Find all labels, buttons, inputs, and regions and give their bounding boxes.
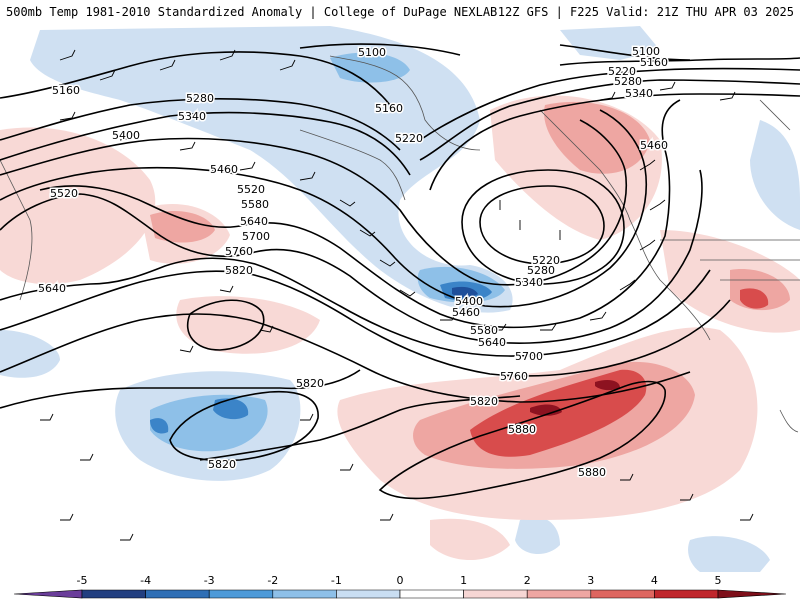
map-canvas: 5100 5100 5160 5160 5160 5220 5220 5280 …	[0, 24, 800, 572]
colorbar-band	[463, 589, 528, 599]
cold-anomaly-deep	[452, 286, 478, 298]
colorbar-tick-label: -2	[267, 574, 278, 587]
colorbar-band	[654, 589, 719, 599]
colorbar-bands	[13, 589, 787, 599]
contour-5760	[0, 313, 691, 403]
colorbar-band	[208, 589, 274, 599]
contour-5160	[0, 51, 800, 106]
colorbar-ticks: -5 -4 -3 -2 -1 0 1 2 3 4 5	[77, 574, 722, 587]
warm-anomaly-deep	[530, 380, 620, 416]
contour-label: 5340	[625, 87, 653, 100]
contour-5520	[39, 99, 681, 329]
contour-5340	[0, 93, 800, 191]
contour-5460	[0, 109, 648, 308]
colorbar-band	[13, 589, 83, 599]
height-contours	[0, 43, 800, 500]
contour-label: 5280	[186, 92, 214, 105]
model-run-valid-time: 12Z GFS | F225 Valid: 21Z THU APR 03 202…	[497, 5, 794, 19]
contour-label: 5460	[210, 163, 238, 176]
colorbar-band	[336, 589, 401, 599]
colorbar-tick-label: 0	[397, 574, 404, 587]
contour-label: 5160	[375, 102, 403, 115]
colorbar-band	[145, 589, 210, 599]
contour-label: 5580	[470, 324, 498, 337]
colorbar-band	[81, 589, 146, 599]
contour-label: 5400	[112, 129, 140, 142]
colorbar-band	[399, 589, 464, 599]
contour-label: 5160	[52, 84, 80, 97]
product-title: 500mb Temp 1981-2010 Standardized Anomal…	[6, 5, 498, 19]
colorbar-band	[526, 589, 592, 599]
contour-label: 5220	[395, 132, 423, 145]
colorbar-band	[590, 589, 655, 599]
contour-label: 5820	[208, 458, 236, 471]
contour-label: 5820	[470, 395, 498, 408]
contour-label: 5460	[640, 139, 668, 152]
contour-5280	[0, 79, 800, 161]
wind-barbs	[40, 49, 754, 541]
contour-label: 5520	[50, 187, 78, 200]
contour-label: 5880	[508, 423, 536, 436]
cold-anomaly-shading	[0, 26, 800, 572]
contour-label: 5400	[455, 295, 483, 308]
colorbar-tick-label: -5	[77, 574, 88, 587]
contour-label: 5100	[632, 45, 660, 58]
contour-5700	[0, 270, 731, 377]
contour-label: 5520	[237, 183, 265, 196]
contour-5280-low	[461, 169, 625, 285]
contour-label: 5220	[532, 254, 560, 267]
contour-label: 5700	[515, 350, 543, 363]
colorbar-tick-label: 4	[651, 574, 658, 587]
contour-label: 5460	[452, 306, 480, 319]
colorbar-tick-label: -3	[204, 574, 215, 587]
contour-5220-low	[479, 185, 605, 265]
contour-5100	[299, 43, 691, 61]
contour-label: 5640	[478, 336, 506, 349]
colorbar-tick-label: 5	[715, 574, 722, 587]
contour-label: 5220	[608, 65, 636, 78]
coastlines	[0, 55, 800, 433]
colorbar-tick-label: -4	[140, 574, 151, 587]
anomaly-colorbar: -5 -4 -3 -2 -1 0 1 2 3 4 5	[13, 574, 787, 599]
colorbar-band	[272, 589, 337, 599]
contour-label: 5760	[225, 245, 253, 258]
contour-label: 5820	[225, 264, 253, 277]
contour-label: 5760	[500, 370, 528, 383]
contour-labels: 5100 5100 5160 5160 5160 5220 5220 5280 …	[37, 44, 670, 481]
contour-5820-closed-west	[186, 299, 265, 351]
contour-5580	[0, 169, 703, 344]
contour-label: 5640	[38, 282, 66, 295]
contour-5640	[0, 257, 711, 357]
colorbar-band	[717, 589, 787, 599]
contour-5820	[0, 369, 521, 461]
contour-label: 5160	[640, 56, 668, 69]
colorbar-tick-label: 1	[460, 574, 467, 587]
contour-label: 5880	[578, 466, 606, 479]
colorbar-tick-label: 3	[587, 574, 594, 587]
colorbar-tick-label: -1	[331, 574, 342, 587]
contour-label: 5700	[242, 230, 270, 243]
contour-label: 5280	[527, 264, 555, 277]
contour-label: 5340	[515, 276, 543, 289]
contour-label: 5100	[358, 46, 386, 59]
contour-5220	[419, 67, 800, 141]
contour-label: 5340	[178, 110, 206, 123]
title-bar: 500mb Temp 1981-2010 Standardized Anomal…	[0, 0, 800, 24]
colorbar-tick-label: 2	[524, 574, 531, 587]
contour-label: 5640	[240, 215, 268, 228]
contour-label: 5580	[241, 198, 269, 211]
contour-5880	[378, 380, 666, 500]
contour-label: 5280	[614, 75, 642, 88]
contour-5820-loop	[169, 390, 319, 462]
contour-label: 5820	[296, 377, 324, 390]
contour-5400	[0, 119, 628, 286]
